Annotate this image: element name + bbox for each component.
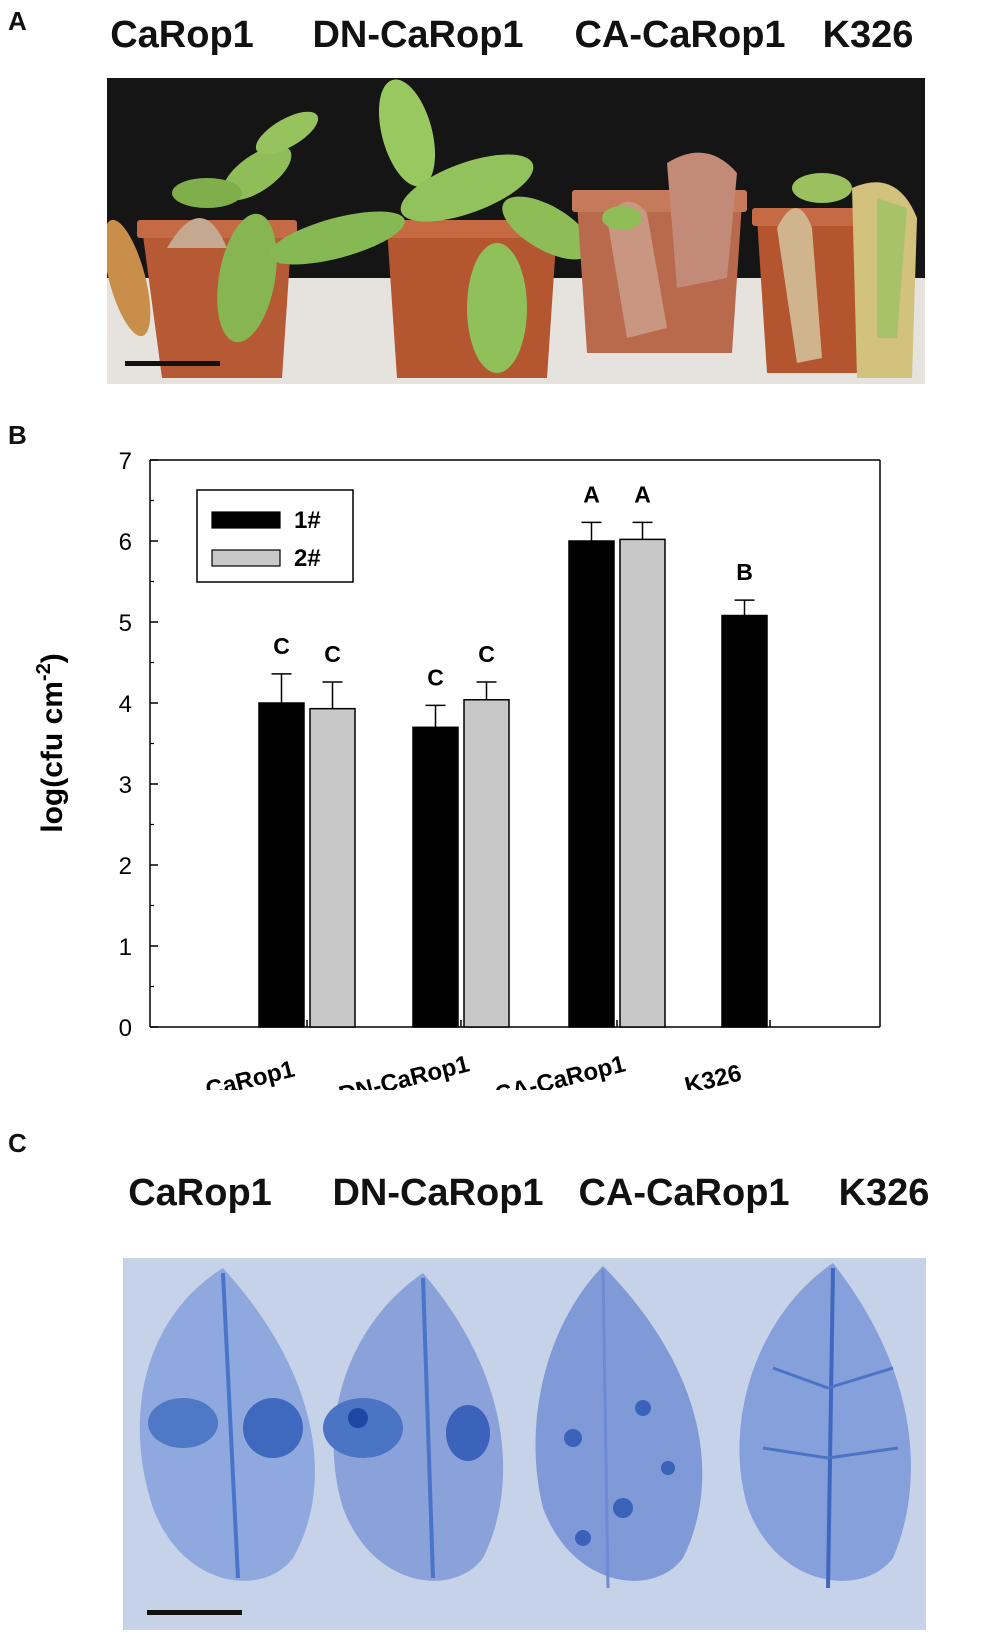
panel-a-label-carop1: CaRop1 xyxy=(110,14,254,56)
y-tick-label: 7 xyxy=(119,448,132,475)
x-tick-label: DN-CaRop1 xyxy=(336,1050,472,1090)
bar xyxy=(412,726,459,1028)
bar xyxy=(258,702,305,1028)
leaf-stain-photo xyxy=(123,1258,926,1630)
panel-c-label-carop1: CaRop1 xyxy=(128,1172,272,1214)
y-tick-label: 6 xyxy=(119,529,132,556)
significance-letter: C xyxy=(273,633,290,659)
x-tick-label: CaRop1 xyxy=(203,1056,298,1090)
panel-c-label-k326: K326 xyxy=(838,1172,930,1214)
legend-box xyxy=(196,489,354,583)
panel-c-genotype-labels: CaRop1 DN-CaRop1 CA-CaRop1 K326 xyxy=(0,1172,1000,1222)
panel-b-letter: B xyxy=(8,420,27,450)
legend: 1#2# xyxy=(196,489,354,583)
plant-photo xyxy=(107,78,925,384)
y-tick-label: 4 xyxy=(119,691,132,718)
y-axis-label: log(cfu cm-2) xyxy=(33,653,69,832)
significance-letter: C xyxy=(478,641,495,667)
panel-c-label-dn-carop1: DN-CaRop1 xyxy=(332,1172,544,1214)
significance-letter: A xyxy=(634,481,651,507)
bar xyxy=(721,614,768,1028)
bar xyxy=(309,707,356,1028)
bar xyxy=(568,540,615,1028)
y-tick-label: 0 xyxy=(119,1015,132,1042)
legend-swatch xyxy=(211,511,281,529)
significance-letter: C xyxy=(324,641,341,667)
significance-letter: A xyxy=(583,481,600,507)
panel-c-label-ca-carop1: CA-CaRop1 xyxy=(578,1172,790,1214)
x-axis-ticks: CaRop1 DN-CaRop1 CA-CaRop1 K326 xyxy=(203,1020,771,1090)
panel-a-genotype-labels: CaRop1 DN-CaRop1 CA-CaRop1 K326 xyxy=(0,14,1000,64)
bar xyxy=(619,538,666,1028)
significance-letter: B xyxy=(736,559,753,585)
panel-c-letter: C xyxy=(8,1128,27,1158)
y-tick-label: 1 xyxy=(119,934,132,961)
bars: C C C C A A B xyxy=(258,481,768,1028)
y-axis-ticks: 0 1 2 3 4 5 6 7 xyxy=(119,448,158,1042)
x-tick-label: K326 xyxy=(682,1060,744,1090)
significance-letter: C xyxy=(427,664,444,690)
panel-a-label-dn-carop1: DN-CaRop1 xyxy=(312,14,524,56)
y-tick-label: 3 xyxy=(119,772,132,799)
panel-a-letter: A xyxy=(8,6,27,36)
y-tick-label: 2 xyxy=(119,853,132,880)
y-tick-label: 5 xyxy=(119,610,132,637)
legend-label: 1# xyxy=(294,507,321,534)
x-tick-label: CA-CaRop1 xyxy=(492,1050,628,1090)
legend-label: 2# xyxy=(294,545,321,572)
legend-swatch xyxy=(211,549,281,567)
panel-a-label-ca-carop1: CA-CaRop1 xyxy=(574,14,786,56)
bar xyxy=(463,699,510,1028)
panel-a-label-k326: K326 xyxy=(822,14,914,56)
